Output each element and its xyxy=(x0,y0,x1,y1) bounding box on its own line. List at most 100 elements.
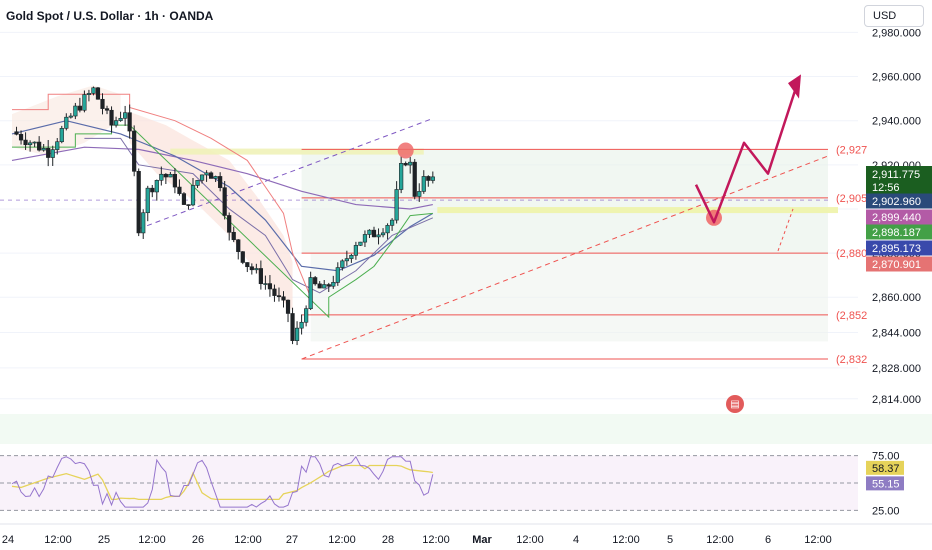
time-axis-tick: 12:00 xyxy=(706,534,734,546)
time-axis-tick: 28 xyxy=(382,534,394,546)
time-axis-tick: 12:00 xyxy=(516,534,544,546)
candle-body xyxy=(132,130,137,172)
price-tag xyxy=(866,166,932,194)
candle-body xyxy=(385,225,390,234)
candles xyxy=(14,86,435,346)
price-axis-tick: 2,980.000 xyxy=(872,27,921,39)
forecast-path xyxy=(694,87,798,224)
lower-zone xyxy=(310,253,828,342)
level-label: (2,927 xyxy=(836,144,867,156)
time-axis-tick: 12:00 xyxy=(44,534,72,546)
candle-body xyxy=(417,191,422,197)
candle-body xyxy=(240,251,245,263)
level-label: (2,880 xyxy=(836,248,867,260)
candle-body xyxy=(349,254,354,259)
candle-body xyxy=(109,109,114,126)
candle-body xyxy=(412,161,417,197)
candle-body xyxy=(408,161,413,166)
candle-body xyxy=(231,231,236,241)
price-tag xyxy=(866,193,932,209)
candle-body xyxy=(159,173,164,181)
candle-body xyxy=(41,148,46,151)
candle-body xyxy=(362,234,368,243)
price-tag xyxy=(866,256,932,272)
price-tag xyxy=(866,240,932,256)
level-label: (2,905 xyxy=(836,193,867,205)
price-axis-tick: 2,828.000 xyxy=(872,363,921,375)
candle-body xyxy=(123,112,128,119)
candle-body xyxy=(177,186,182,194)
candle-body xyxy=(73,105,78,117)
candle-body xyxy=(267,283,273,290)
candle-body xyxy=(399,163,404,190)
rsi-value-label: 55.15 xyxy=(872,478,900,490)
candle-body xyxy=(204,172,209,176)
candle-body xyxy=(263,283,268,285)
candle-body xyxy=(358,241,363,246)
candle-body xyxy=(340,260,345,268)
time-axis-tick: 12:00 xyxy=(234,534,262,546)
candle-body xyxy=(82,94,87,111)
candle-body xyxy=(77,105,82,111)
candle-body xyxy=(136,171,141,234)
candle-body xyxy=(186,204,191,206)
level-label: (2,832 xyxy=(836,354,867,366)
candle-body xyxy=(86,93,92,95)
candle-body xyxy=(18,134,24,141)
candle-body xyxy=(172,173,178,188)
price-tag-label: 2,911.775 xyxy=(872,169,920,181)
candle-body xyxy=(258,268,263,285)
currency-button[interactable]: USD xyxy=(864,5,924,27)
candle-body xyxy=(290,313,295,341)
us-flag-event-icon[interactable]: ▤ xyxy=(726,395,744,413)
candle-body xyxy=(403,163,408,166)
candle-body xyxy=(91,87,96,94)
bearish-cloud xyxy=(129,111,293,311)
candle-body xyxy=(308,277,313,309)
rsi-value-tag xyxy=(866,476,904,491)
forecast-dashed-up xyxy=(777,208,794,252)
ma-slow-line xyxy=(11,146,433,210)
price-axis-tick: 2,844.000 xyxy=(872,328,921,340)
candle-body xyxy=(218,176,223,188)
candle-body xyxy=(95,87,101,100)
symbol-title: Gold Spot / U.S. Dollar · 1h · OANDA xyxy=(6,9,214,23)
rsi-axis-tick: 25.00 xyxy=(872,505,900,517)
support-band xyxy=(437,207,838,214)
candle-body xyxy=(190,185,196,206)
candle-body xyxy=(344,258,349,262)
candle-body xyxy=(367,229,372,235)
price-axis-tick: 2,814.000 xyxy=(872,394,921,406)
candle-body xyxy=(181,193,187,205)
candle-body xyxy=(313,277,318,285)
candle-body xyxy=(100,98,105,109)
candle-body xyxy=(227,215,232,233)
ma-mid-line xyxy=(11,120,434,272)
upper-trendline xyxy=(138,118,434,230)
time-axis-tick: 27 xyxy=(286,534,298,546)
level-label: (2,852 xyxy=(836,310,867,322)
candle-body xyxy=(322,284,327,289)
candle-body xyxy=(245,262,250,268)
time-axis-tick: 25 xyxy=(98,534,110,546)
candle-body xyxy=(113,120,119,126)
step-trail-line xyxy=(12,124,433,319)
candle-body xyxy=(68,115,73,118)
candle-body xyxy=(127,112,132,132)
candle-body xyxy=(254,268,259,271)
time-axis-tick: 12:00 xyxy=(328,534,356,546)
price-tag-label: 2,898.187 xyxy=(872,227,921,239)
candle-body xyxy=(50,149,55,158)
candle-body xyxy=(32,141,37,144)
price-tag-label: 2,870.901 xyxy=(872,259,921,271)
candle-body xyxy=(426,176,431,181)
candle-body xyxy=(104,108,110,111)
candle-body xyxy=(430,176,435,181)
candle-body xyxy=(272,288,277,296)
candle-body xyxy=(317,283,322,289)
candle-body xyxy=(37,141,42,151)
candle-body xyxy=(380,232,386,236)
rsi-axis-tick: 75.00 xyxy=(872,451,900,463)
candle-body xyxy=(376,234,381,238)
